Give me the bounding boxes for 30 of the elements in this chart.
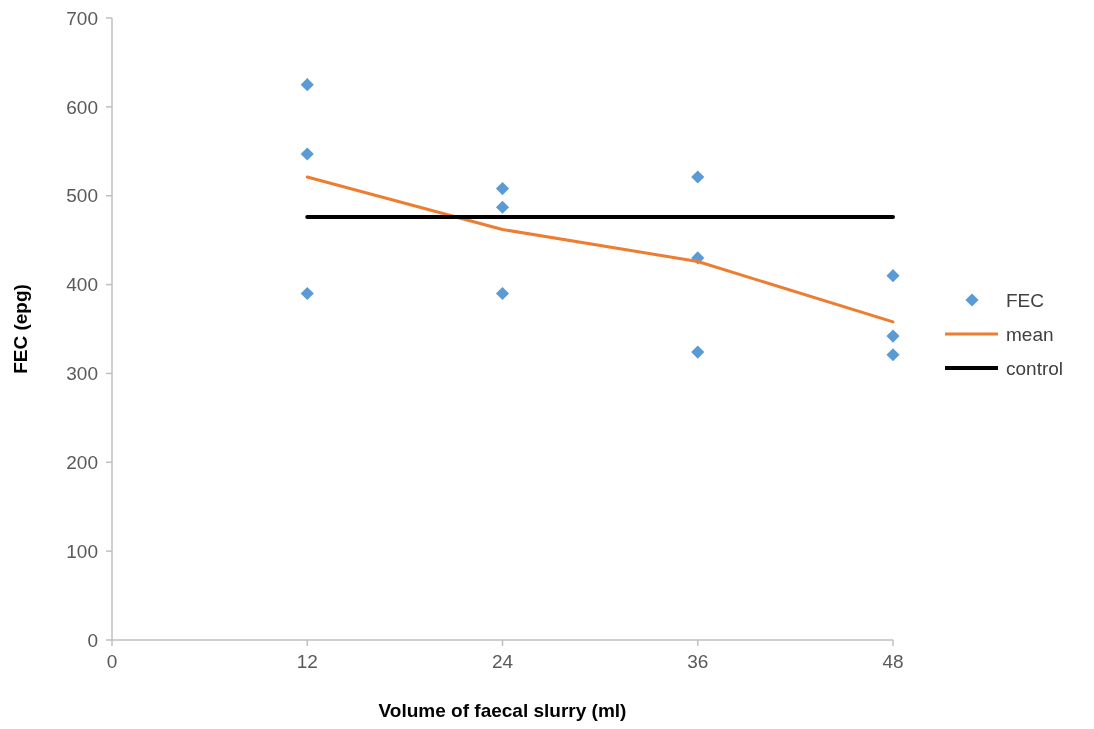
x-axis-title: Volume of faecal slurry (ml) bbox=[378, 700, 627, 721]
x-tick-label: 36 bbox=[687, 651, 709, 672]
point bbox=[495, 200, 510, 214]
point bbox=[300, 147, 314, 161]
y-tick-label: 0 bbox=[87, 629, 98, 651]
point bbox=[691, 345, 705, 359]
y-tick-label: 500 bbox=[66, 185, 98, 207]
point bbox=[495, 286, 510, 301]
y-axis-title: FEC (epg) bbox=[10, 284, 31, 374]
y-tick-label: 700 bbox=[66, 7, 98, 29]
point bbox=[886, 348, 900, 362]
x-tick-label: 12 bbox=[296, 651, 318, 672]
point bbox=[886, 329, 900, 343]
point bbox=[495, 182, 510, 196]
y-tick-label: 100 bbox=[66, 540, 98, 562]
legend-label: mean bbox=[1006, 323, 1054, 345]
y-tick-label: 400 bbox=[66, 274, 98, 296]
y-tick-label: 300 bbox=[66, 363, 98, 385]
x-tick-label: 0 bbox=[106, 651, 118, 672]
point bbox=[300, 78, 314, 92]
point bbox=[886, 269, 900, 283]
y-tick-label: 600 bbox=[66, 96, 98, 118]
x-tick-label: 24 bbox=[491, 651, 514, 672]
legend-label: control bbox=[1006, 357, 1064, 379]
point bbox=[691, 170, 705, 184]
legend-label: FEC bbox=[1006, 289, 1044, 311]
x-tick-label: 48 bbox=[882, 651, 904, 672]
y-tick-label: 200 bbox=[66, 451, 98, 473]
point bbox=[300, 286, 314, 301]
line-series bbox=[305, 175, 895, 324]
